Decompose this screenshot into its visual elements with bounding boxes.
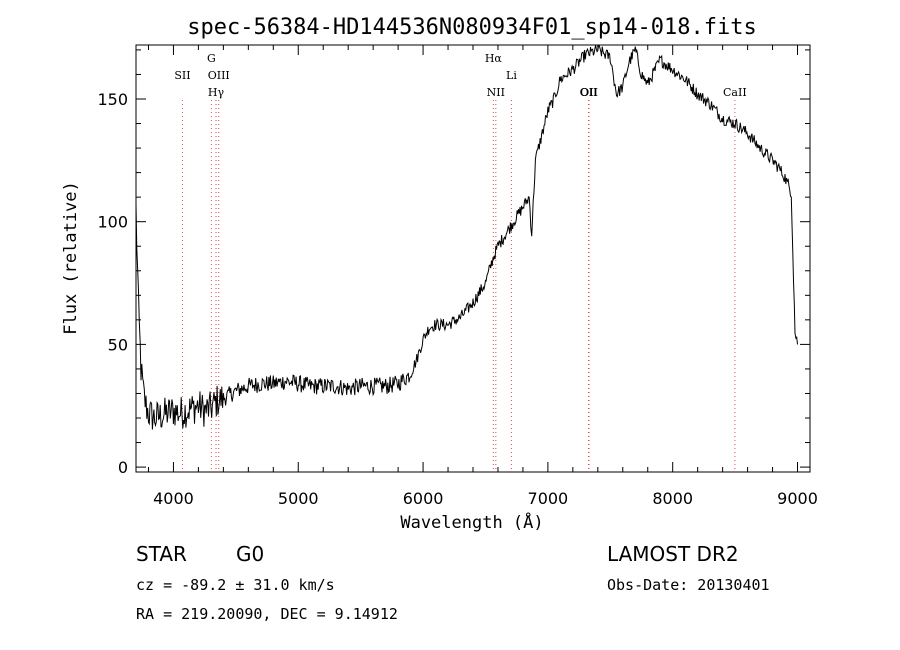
spectral-line-label: OII bbox=[580, 86, 598, 99]
spectral-line-label: NII bbox=[487, 86, 505, 99]
spectral-line-label: Hα bbox=[485, 52, 503, 65]
spectral-line-label: CaII bbox=[723, 86, 747, 99]
x-axis: 4000 5000 6000 7000 8000 9000 bbox=[147, 45, 818, 508]
y-tick-label: 50 bbox=[108, 335, 128, 354]
object-subclass: G0 bbox=[236, 542, 264, 566]
x-axis-label: Wavelength (Å) bbox=[400, 511, 543, 533]
redshift-info: cz = -89.2 ± 31.0 km/s bbox=[136, 576, 335, 594]
x-tick-label: 5000 bbox=[278, 489, 319, 508]
x-tick-label: 9000 bbox=[777, 489, 818, 508]
x-tick-label: 6000 bbox=[403, 489, 444, 508]
survey-name: LAMOST DR2 bbox=[607, 542, 739, 566]
y-tick-label: 150 bbox=[97, 90, 128, 109]
y-axis: 0 50 100 150 bbox=[97, 49, 810, 477]
spectral-line-label: Li bbox=[506, 69, 517, 82]
x-tick-label: 7000 bbox=[528, 489, 569, 508]
plot-frame bbox=[135, 44, 811, 473]
spectral-line-label: G bbox=[207, 52, 216, 65]
obs-date: Obs-Date: 20130401 bbox=[607, 576, 770, 594]
y-axis-label: Flux (relative) bbox=[61, 181, 81, 335]
x-tick-label: 8000 bbox=[652, 489, 693, 508]
spectral-line-label: OIII bbox=[208, 69, 230, 82]
spectral-line-label: Hγ bbox=[208, 86, 225, 99]
y-tick-label: 100 bbox=[97, 213, 128, 232]
y-tick-label: 0 bbox=[118, 458, 128, 477]
spectral-line-label: SII bbox=[174, 69, 190, 82]
x-tick-label: 4000 bbox=[153, 489, 194, 508]
chart-title: spec-56384-HD144536N080934F01_sp14-018.f… bbox=[187, 15, 757, 40]
spectral-line-label: OII bbox=[580, 86, 598, 99]
spectrum-line bbox=[135, 44, 798, 430]
object-class: STAR bbox=[136, 542, 187, 566]
coordinates: RA = 219.20090, DEC = 9.14912 bbox=[136, 605, 398, 623]
